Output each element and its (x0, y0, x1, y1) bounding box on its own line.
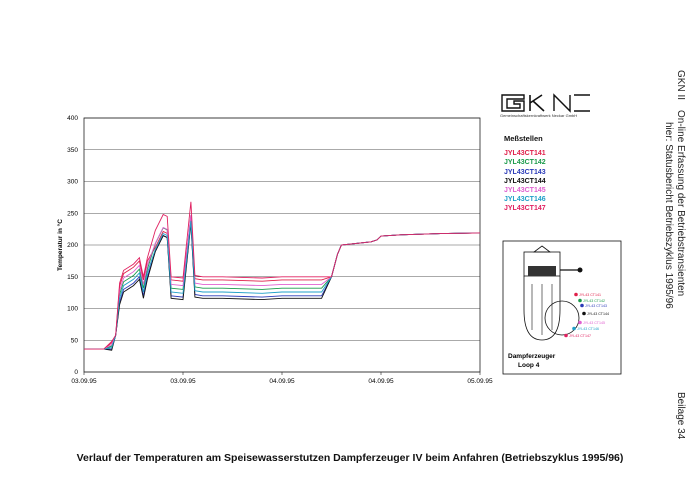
series-line-JYL43CT147 (84, 201, 481, 350)
beilage-label: Beilage 34 (675, 392, 686, 440)
sensor-dot (582, 311, 586, 316)
legend-item: JYL43CT141 (504, 150, 546, 158)
y-tick-label: 100 (67, 306, 78, 313)
x-tick-label: 04.09.95 (269, 378, 295, 385)
chart-series (84, 201, 481, 351)
sensor-dot (572, 326, 576, 331)
side-line1: On-line Erfassung der Betriebstransiente… (675, 110, 686, 297)
legend: Meßstellen JYL43CT141 JYL43CT142 JYL43CT14… (504, 134, 546, 214)
legend-item: JYL43CT143 (504, 168, 546, 176)
side-org: GKN II (675, 70, 686, 101)
x-tick-label: 05.09.95 (467, 378, 493, 385)
diagram-label-2: Loop 4 (518, 362, 540, 369)
series-line-JYL43CT142 (84, 215, 481, 350)
y-tick-label: 400 (67, 115, 78, 122)
y-tick-label: 250 (67, 210, 78, 217)
gkn-logo (500, 93, 592, 113)
legend-item: JYL43CT144 (504, 177, 546, 185)
sensor-dot (578, 320, 582, 325)
sensor-dot (578, 298, 582, 303)
x-tick-label: 04.09.95 (368, 378, 394, 385)
y-tick-label: 200 (67, 242, 78, 249)
legend-item: JYL43CT146 (504, 196, 546, 204)
y-axis-label: Temperatur in °C (56, 219, 64, 271)
sensor-label: JYL43 CT145 (583, 321, 605, 325)
chart-caption: Verlauf der Temperaturen am Speisewasser… (76, 452, 624, 464)
x-tick-label: 03.09.95 (71, 378, 97, 385)
sensor-dot (574, 292, 578, 297)
sensor-label: JYL43 CT143 (585, 304, 607, 308)
diagram-label-1: Dampferzeuger (508, 353, 556, 360)
y-tick-label: 0 (74, 369, 78, 376)
y-tick-label: 50 (71, 337, 79, 344)
legend-title: Meßstellen (504, 134, 543, 143)
chart-axes: 03.09.95 03.09.95 04.09.95 04.09.95 05.09.95 (71, 117, 493, 385)
series-line-JYL43CT145 (84, 214, 481, 350)
sensor-dot (564, 333, 568, 338)
series-line-JYL43CT146 (84, 220, 481, 350)
legend-item: JYL43CT145 (504, 187, 546, 195)
y-tick-label: 350 (67, 147, 78, 154)
logo-subtitle: Gemeinschaftskernkraftwerk Neckar GmbH (500, 113, 578, 118)
chart-grid: 0 50 100 150 200 250 300 350 400 (67, 115, 480, 376)
sensor-label: JYL43 CT146 (577, 327, 599, 331)
side-header: GKN II On-line Erfassung der Betriebstran… (662, 70, 686, 309)
sensor-label: JYL43 CT147 (569, 334, 591, 338)
side-line2: hier: Statusbericht Betriebszyklus 1995/… (663, 122, 674, 309)
sensor-label: JYL43 CT144 (587, 312, 609, 316)
sensor-dot (580, 303, 584, 308)
y-tick-label: 150 (67, 274, 78, 281)
sensor-label: JYL43 CT141 (579, 293, 601, 297)
series-line-JYL43CT143 (84, 222, 481, 350)
sensor-label: JYL43 CT142 (583, 299, 605, 303)
legend-item: JYL43CT147 (504, 205, 546, 213)
x-tick-label: 03.09.95 (170, 378, 196, 385)
y-tick-label: 300 (67, 179, 78, 186)
legend-item: JYL43CT142 (504, 159, 546, 167)
